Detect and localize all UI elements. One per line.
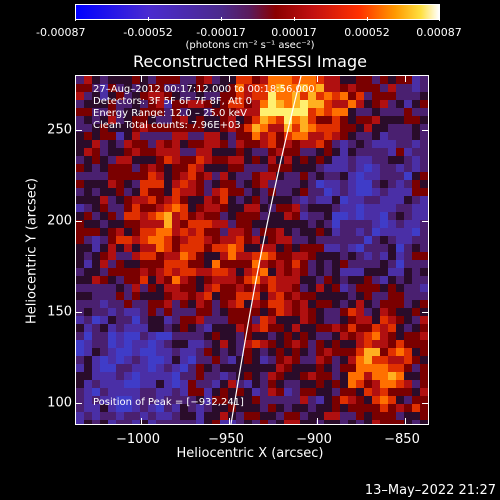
colorbar-tick-mark (367, 17, 368, 21)
x-tick-label: −900 (296, 432, 332, 447)
x-tick-mark (229, 75, 230, 82)
y-tick-label: 100 (47, 395, 72, 411)
x-tick-mark (317, 75, 318, 82)
info-detectors: Detectors: 3F 5F 6F 7F 8F, Att 0 (93, 96, 253, 107)
y-tick-mark (422, 312, 429, 313)
info-energy-range: Energy Range: 12.0 – 25.0 keV (93, 108, 247, 119)
x-tick-mark (317, 418, 318, 425)
colorbar-tick-label: 0.00017 (271, 26, 317, 39)
y-axis-label: Heliocentric Y (arcsec) (24, 178, 40, 324)
x-tick-mark (229, 418, 230, 425)
y-tick-label: 200 (47, 213, 72, 229)
solar-limb-line (230, 76, 302, 424)
peak-position-label: Position of Peak = [−932,241] (93, 397, 244, 408)
y-tick-label: 250 (47, 122, 72, 138)
footer-timestamp: 13–May–2022 21:27 (364, 483, 496, 498)
y-tick-label: 150 (47, 304, 72, 320)
x-axis-label: Heliocentric X (arcsec) (176, 446, 324, 461)
y-tick-mark (75, 403, 82, 404)
x-tick-label: −850 (384, 432, 420, 447)
colorbar-tick-mark (294, 17, 295, 21)
x-tick-label: −1000 (116, 432, 160, 447)
colorbar-unit-label: (photons cm⁻² s⁻¹ asec⁻²) (185, 40, 315, 51)
colorbar-tick-mark (75, 17, 76, 21)
colorbar-tick-mark (148, 17, 149, 21)
colorbar-tick-mark (439, 17, 440, 21)
y-tick-mark (422, 403, 429, 404)
info-clean-counts: Clean Total counts: 7.96E+03 (93, 120, 241, 131)
y-tick-mark (75, 130, 82, 131)
colorbar-tick-mark (221, 17, 222, 21)
x-tick-mark (405, 418, 406, 425)
y-tick-mark (75, 312, 82, 313)
x-tick-mark (405, 75, 406, 82)
x-tick-label: −950 (208, 432, 244, 447)
info-time-range: 27–Aug–2012 00:17:12.000 to 00:18:56.000 (93, 84, 315, 95)
colorbar-tick-label: 0.00087 (416, 26, 462, 39)
colorbar-tick-label: -0.00087 (36, 26, 86, 39)
colorbar-tick-label: -0.00052 (123, 26, 173, 39)
heatmap-image (76, 76, 428, 424)
colorbar-tick-label: 0.00052 (344, 26, 390, 39)
colorbar (75, 4, 440, 20)
y-tick-mark (422, 130, 429, 131)
y-tick-mark (75, 221, 82, 222)
colorbar-tick-label: -0.00017 (196, 26, 246, 39)
heatmap-plot-area (75, 75, 429, 425)
plot-title: Reconstructed RHESSI Image (133, 52, 367, 71)
y-tick-mark (422, 221, 429, 222)
x-tick-mark (141, 418, 142, 425)
x-tick-mark (141, 75, 142, 82)
